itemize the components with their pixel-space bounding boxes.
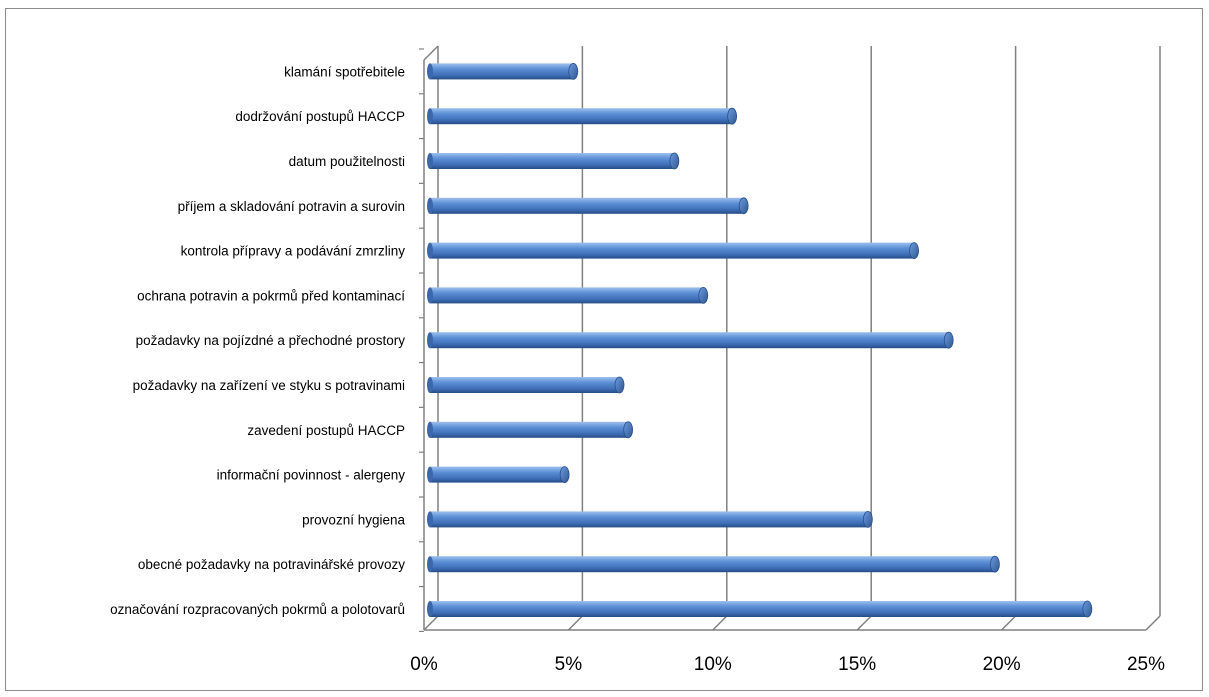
bar [430, 556, 995, 573]
gridline-floor [1001, 615, 1017, 631]
x-tick-label: 25% [1127, 654, 1165, 675]
category-label: ochrana potravin a pokrmů před kontamina… [137, 288, 405, 303]
category-label: požadavky na pojízdné a přechodné prosto… [136, 333, 406, 348]
bar-end-cap [943, 331, 954, 349]
category-label: označování rozpracovaných pokrmů a polot… [110, 602, 405, 617]
bar-start-cap [427, 332, 433, 349]
bar [430, 197, 744, 214]
x-tick-label: 20% [983, 654, 1021, 675]
bar [430, 511, 868, 528]
bar-start-cap [427, 63, 433, 80]
bar-end-cap [698, 286, 709, 304]
bar-layer [427, 63, 1093, 618]
bar-start-cap [427, 511, 433, 528]
bar-start-cap [427, 556, 433, 573]
bar-start-cap [427, 466, 433, 483]
bar [430, 332, 949, 349]
bar-start-cap [427, 377, 433, 393]
bar-end-cap [614, 376, 625, 394]
x-tick-label: 5% [555, 654, 583, 675]
bar [430, 421, 629, 438]
bar-start-cap [427, 197, 433, 214]
label-layer: 0% 5% 10% 15% 20% 25% klamání spotřebitele dodr… [110, 64, 1165, 675]
category-label: klamání spotřebitele [284, 64, 405, 79]
bar-end-cap [568, 63, 579, 80]
gridline-floor [567, 615, 583, 631]
bar [430, 153, 675, 169]
bar-end-cap [862, 511, 873, 528]
bar-end-cap [909, 242, 919, 260]
bar-start-cap [427, 108, 433, 125]
x-tick-label: 0% [410, 654, 438, 675]
bar [430, 108, 733, 125]
x-tick-label: 10% [694, 654, 732, 675]
category-label: příjem a skladování potravin a surovin [178, 199, 405, 214]
category-label: dodržování postupů HACCP [235, 109, 405, 124]
gridline-floor [423, 615, 439, 631]
bar-start-cap [427, 421, 433, 438]
gridline-floor [712, 615, 728, 631]
y-axis-top-edge [423, 45, 439, 61]
bar-end-cap [623, 421, 634, 439]
bar-start-cap [427, 287, 433, 304]
category-label: kontrola přípravy a podávání zmrzliny [181, 244, 406, 259]
category-label: informační povinnost - alergeny [217, 468, 406, 483]
bar [430, 242, 915, 259]
gridline-floor [1145, 615, 1161, 631]
bar-start-cap [427, 153, 433, 169]
bar-end-cap [1082, 600, 1093, 618]
category-label: datum použitelnosti [289, 154, 405, 169]
bar-end-cap [990, 555, 1000, 573]
gridline-floor [856, 615, 872, 631]
bar-end-cap [559, 466, 570, 484]
bar [430, 287, 704, 304]
bar [430, 466, 565, 483]
x-tick-label: 15% [838, 654, 876, 675]
bar-start-cap [427, 242, 433, 259]
bar-end-cap [669, 152, 680, 170]
category-label: zavedení postupů HACCP [247, 423, 405, 438]
category-label: požadavky na zařízení ve styku s potravi… [133, 378, 405, 393]
bar-start-cap [427, 601, 433, 617]
bar-end-cap [727, 107, 738, 125]
bar [430, 63, 574, 80]
bar [430, 601, 1088, 617]
bar [430, 377, 620, 393]
category-label: provozní hygiena [302, 512, 405, 527]
category-label: obecné požadavky na potravinářské provoz… [138, 557, 405, 572]
bar-end-cap [738, 197, 749, 215]
